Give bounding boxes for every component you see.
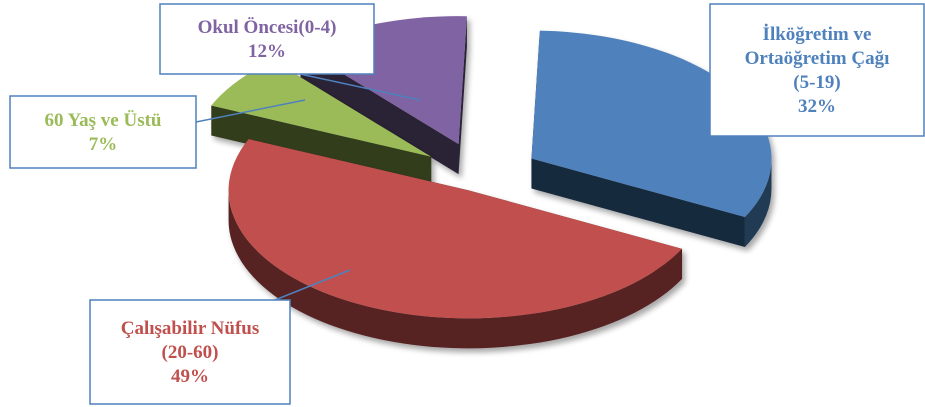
category-label: (20-60) — [162, 342, 219, 363]
label-box — [160, 4, 374, 74]
category-label: Çalışabilir Nüfus — [121, 318, 260, 339]
category-label: 60 Yaş ve Üstü — [45, 110, 162, 131]
value-label: 12% — [248, 41, 286, 62]
value-label: 49% — [171, 366, 209, 387]
category-label: Okul Öncesi(0-4) — [198, 17, 337, 38]
value-label: 32% — [798, 96, 836, 117]
category-label: (5-19) — [793, 72, 840, 93]
category-label: İlköğretim ve — [763, 24, 872, 45]
label-box — [10, 96, 196, 168]
category-label: Ortaöğretim Çağı — [745, 48, 890, 69]
value-label: 7% — [89, 134, 118, 155]
